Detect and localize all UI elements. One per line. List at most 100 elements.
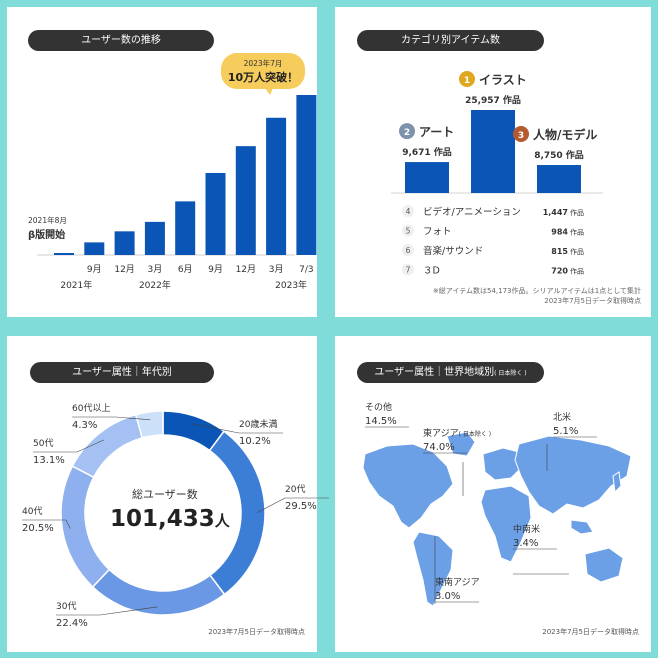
category-value: 984 <box>551 228 568 237</box>
slice-value: 29.5% <box>285 501 317 512</box>
region-name: 東南アジア <box>435 576 480 588</box>
leader-line <box>115 416 151 421</box>
region-name: 中南米 <box>513 523 540 535</box>
region-value: 3.4% <box>513 538 538 549</box>
start-note-date: 2021年8月 <box>28 215 67 225</box>
tick-label: 12月 <box>236 264 256 275</box>
land-mass <box>480 485 532 563</box>
category-value: 815 <box>551 247 568 256</box>
year-label: 2022年 <box>139 279 171 291</box>
panel-title: ユーザー数の推移 <box>28 30 214 51</box>
tick-label: 3月 <box>148 264 163 275</box>
category-unit: 作品 <box>570 228 584 237</box>
category-name: フォト <box>423 227 452 238</box>
leader-line <box>256 497 286 513</box>
bar <box>175 201 196 255</box>
region-name-suffix: ( 日本除く ) <box>459 430 492 438</box>
slice-value: 10.2% <box>239 436 271 447</box>
panel-title: ユーザー属性｜年代別 <box>30 362 214 383</box>
category-name: 人物/モデル <box>533 127 597 142</box>
rank-number: 5 <box>406 227 411 236</box>
leader-line <box>192 423 240 434</box>
tick-label: 7/3 <box>299 265 313 275</box>
donut-center-label: 総ユーザー数 <box>132 488 198 501</box>
tick-label: 9月 <box>208 264 223 275</box>
donut-slice <box>60 465 111 588</box>
slice-value: 22.4% <box>56 618 88 629</box>
rank-badge <box>459 71 475 87</box>
bar <box>205 172 226 255</box>
land-mass <box>412 531 454 607</box>
milestone-callout <box>221 53 305 89</box>
region-value: 74.0% <box>423 442 455 453</box>
footnote: ※総アイテム数は54,173作品。シリアルアイテムは1点として集計 <box>432 287 641 295</box>
callout-text: 10万人突破！ <box>228 70 298 84</box>
region-name: 北米 <box>553 411 571 423</box>
panel-title: カテゴリ別アイテム数 <box>357 30 544 51</box>
donut-slice <box>134 410 164 439</box>
total-users-value: 101,433 <box>110 506 215 532</box>
panel-age: ユーザー属性｜年代別 20歳未満 10.2% 20代 29.5% 30代 22.4% 40代… <box>7 336 329 652</box>
rank-badge <box>402 263 414 276</box>
tick-label: 9月 <box>87 264 102 275</box>
leader-line <box>76 439 104 453</box>
land-mass <box>514 435 632 515</box>
rank-badge <box>402 224 414 237</box>
callout-pointer <box>265 88 273 95</box>
bar-value: 9,671 作品 <box>402 146 452 158</box>
slice-name: 30代 <box>56 601 76 612</box>
footnote-date: 2023年7月5日データ取得時点 <box>208 628 305 636</box>
rank-number: 4 <box>406 207 411 216</box>
rank-number: 3 <box>518 131 524 141</box>
category-chart: 25,957 作品 1 イラスト 9,671 作品 2 アート 8,750 作品 3 人物/モデ… <box>391 71 603 277</box>
start-note-label: β版開始 <box>28 228 65 241</box>
slice-name: 50代 <box>33 438 53 449</box>
callout-date: 2023年7月 <box>244 58 283 68</box>
rank-badge <box>402 205 414 217</box>
world-map: その他 14.5% 東アジア( 日本除く ) 74.0% 北米 5.1% 中南米 3.4% 東南… <box>362 401 632 607</box>
bar <box>54 253 74 255</box>
category-name: アート <box>419 125 454 139</box>
bar <box>537 165 581 193</box>
footnote-date: 2023年7月5日データ取得時点 <box>544 297 641 305</box>
category-unit: 作品 <box>570 267 584 276</box>
bar <box>84 242 105 255</box>
rank-number: 7 <box>406 266 411 275</box>
bar <box>266 117 287 255</box>
bar <box>471 110 515 193</box>
slice-value: 13.1% <box>33 455 65 466</box>
category-value: 720 <box>551 267 568 276</box>
region-value: 3.0% <box>435 591 460 602</box>
land-mass <box>570 519 594 535</box>
category-value: 1,447 <box>543 208 568 217</box>
region-name: その他 <box>365 401 392 413</box>
footnote-date: 2023年7月5日データ取得時点 <box>542 628 639 636</box>
region-title-suffix: ( 日本除く ) <box>494 370 527 377</box>
year-label: 2023年 <box>275 279 307 291</box>
bar-value: 8,750 作品 <box>534 149 584 161</box>
rank-badge <box>399 123 415 140</box>
land-mass <box>612 471 622 494</box>
region-title: ユーザー属性｜世界地域別 <box>374 367 495 378</box>
category-name: ３D <box>423 266 440 277</box>
tick-label: 6月 <box>178 264 193 275</box>
bar <box>144 221 165 255</box>
rank-badge <box>513 126 529 143</box>
bar-value: 25,957 作品 <box>465 94 521 106</box>
land-mass <box>446 431 476 457</box>
category-name: イラスト <box>479 73 527 87</box>
region-value: 5.1% <box>553 426 578 437</box>
bar <box>405 162 449 193</box>
tick-label: 12月 <box>114 264 134 275</box>
land-mass <box>362 443 454 529</box>
slice-name: 60代以上 <box>72 403 110 414</box>
slice-name: 20歳未満 <box>239 418 277 430</box>
bar <box>296 95 317 255</box>
user-growth-chart: 9月 12月 3月 6月 9月 12月 3月 7/3 2021年 2022年 2023年 2021年8… <box>28 53 317 291</box>
land-mass <box>584 547 624 583</box>
slice-value: 4.3% <box>72 420 97 431</box>
category-name: 音楽/サウンド <box>423 245 483 257</box>
region-value: 14.5% <box>365 416 397 427</box>
tick-label: 3月 <box>269 264 284 275</box>
panel-region: ユーザー属性｜世界地域別( 日本除く ) その他 14.5% 東アジア( 日本除く … <box>335 336 651 652</box>
